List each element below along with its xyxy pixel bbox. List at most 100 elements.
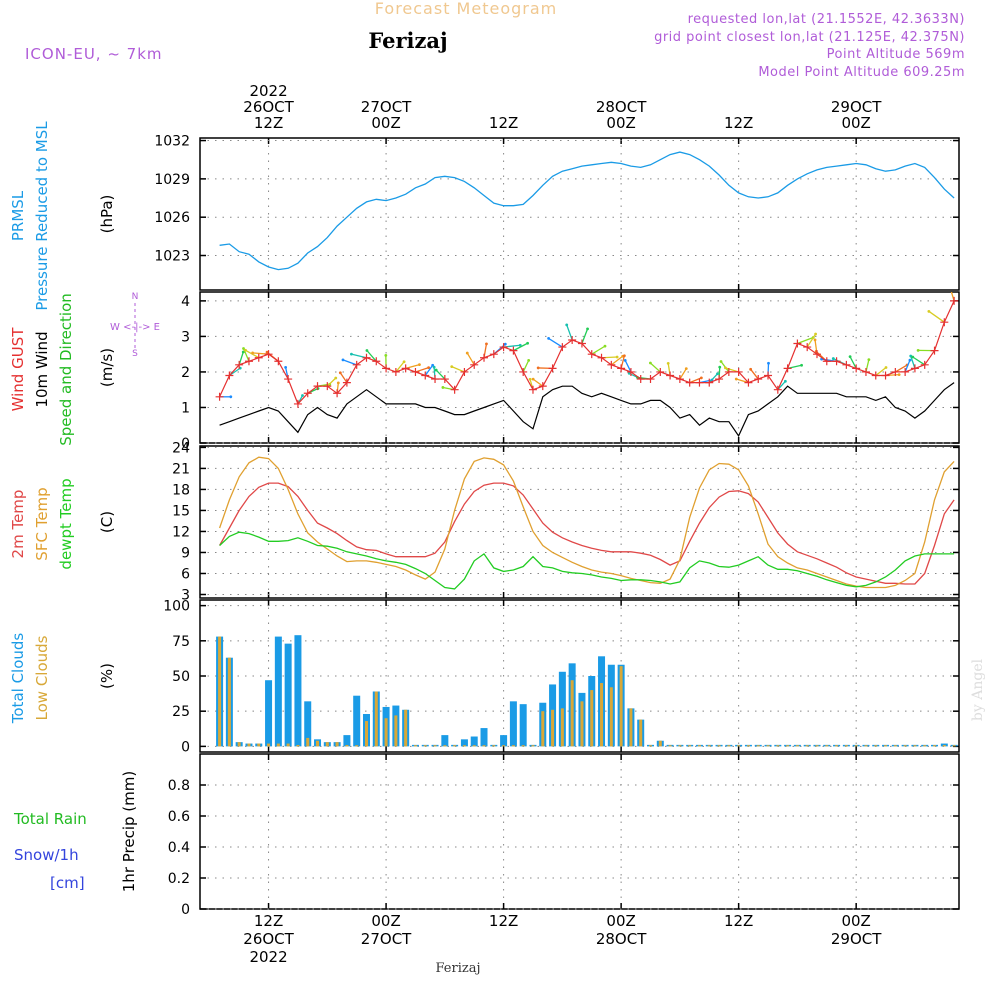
low-cloud-bar	[237, 742, 241, 747]
panel-label: Total Rain	[13, 810, 87, 828]
wind-direction-arrow	[708, 373, 718, 384]
gust-marker	[323, 382, 332, 391]
low-cloud-bar	[394, 715, 398, 747]
low-cloud-bar	[756, 745, 760, 747]
low-cloud-bar	[472, 745, 476, 747]
y-tick-label: 0.8	[168, 778, 190, 794]
low-cloud-bar	[600, 683, 604, 747]
low-cloud-bar	[570, 680, 574, 747]
bottom-time-label: 27OCT	[361, 930, 412, 948]
footer-location: Ferizaj	[435, 961, 480, 976]
y-tick-label: 6	[181, 566, 190, 582]
gust-marker	[577, 339, 586, 348]
wind-direction-arrow	[466, 352, 475, 366]
sfc-temp-line	[218, 456, 955, 589]
wind-direction-arrowhead	[536, 366, 540, 370]
gust-marker	[744, 378, 753, 387]
low-cloud-bar	[678, 745, 682, 747]
low-cloud-bar	[795, 745, 799, 747]
wind-direction-arrowhead	[518, 343, 522, 347]
panel-frame	[199, 291, 960, 444]
gust-marker	[636, 375, 645, 384]
total-cloud-bar	[509, 701, 517, 747]
low-cloud-bar	[658, 740, 662, 747]
total-cloud-bar	[265, 680, 273, 747]
gust-line	[219, 300, 955, 406]
gust-marker	[313, 382, 322, 391]
panel-label: Pressure Reduced to MSL	[33, 121, 51, 311]
panel-2: 3 6 9 12 15 18 21 24 2m Temp SFC Temp dewpt Temp (C…	[9, 440, 960, 603]
low-cloud-bar	[316, 740, 320, 747]
wind-direction-arrowhead	[431, 363, 435, 367]
wind-direction-arrowhead	[586, 327, 589, 331]
panel-label: dewpt Temp	[57, 478, 75, 569]
low-cloud-bar	[443, 745, 447, 747]
y-tick-label: 1032	[154, 134, 190, 150]
wind-direction-arrowhead	[336, 381, 340, 385]
location-title: Ferizaj	[368, 28, 447, 53]
wind-direction-arrowhead	[434, 368, 438, 372]
wind-direction-arrow	[405, 363, 420, 370]
y-tick-label: 12	[172, 524, 190, 540]
low-cloud-bar	[580, 701, 584, 747]
low-cloud-bar	[776, 745, 780, 747]
gust-marker	[440, 375, 449, 384]
gust-marker	[225, 371, 234, 380]
wind-direction-arrowhead	[402, 360, 406, 364]
low-cloud-bar	[766, 745, 770, 747]
low-cloud-bar	[423, 745, 427, 747]
t2m-line	[219, 482, 955, 585]
gust-marker	[264, 350, 273, 359]
wind-direction-arrowhead	[767, 361, 770, 365]
low-cloud-bar	[707, 745, 711, 747]
gust-marker	[666, 371, 675, 380]
top-time-label: 12Z	[489, 114, 518, 132]
low-cloud-bar	[404, 709, 408, 747]
low-cloud-bar	[511, 745, 515, 747]
gust-marker	[274, 357, 283, 366]
low-cloud-bar	[267, 743, 271, 747]
wind-direction-arrowhead	[241, 350, 245, 354]
gust-marker	[470, 360, 479, 369]
gust-marker	[254, 353, 263, 362]
wind-direction-arrowhead	[867, 358, 871, 362]
watermark: by Angel	[970, 658, 986, 721]
low-cloud-bar	[825, 745, 829, 747]
low-cloud-bar	[276, 743, 280, 747]
top-time-label: 2022	[249, 82, 287, 100]
gust-marker	[910, 364, 919, 373]
wind-direction-arrowhead	[265, 350, 269, 354]
low-cloud-bar	[854, 745, 858, 747]
wind-direction-arrow	[238, 351, 244, 366]
plot-area	[219, 151, 955, 271]
gust-marker	[754, 375, 763, 384]
gust-marker	[235, 360, 244, 369]
wind-direction-arrowhead	[716, 372, 719, 376]
wind-direction-arrowhead	[724, 366, 727, 370]
gust-marker	[450, 385, 459, 394]
gust-marker	[509, 346, 518, 355]
wind-direction-arrow	[679, 368, 687, 380]
wind-direction-arrowhead	[699, 376, 703, 380]
gust-marker	[812, 350, 821, 359]
total-cloud-bar	[294, 635, 302, 747]
low-cloud-bar	[590, 690, 594, 747]
y-tick-label: 0.6	[168, 809, 190, 825]
wind-direction-arrow	[610, 355, 624, 366]
gust-marker	[499, 343, 508, 352]
grid-coordinates: grid point closest lon,lat (21.125E, 42.…	[654, 30, 965, 45]
gust-marker	[362, 353, 371, 362]
wind-direction-arrowhead	[911, 355, 915, 359]
low-cloud-bar	[737, 745, 741, 747]
low-cloud-bar	[384, 718, 388, 747]
gust-marker	[715, 375, 724, 384]
requested-coordinates: requested lon,lat (21.1552E, 42.3633N)	[688, 12, 965, 27]
plot-area	[215, 292, 959, 438]
low-cloud-bar	[746, 745, 750, 747]
y-axis-label: (%)	[98, 663, 116, 689]
wind-direction-arrowhead	[813, 338, 817, 342]
top-time-label: 26OCT	[243, 98, 294, 116]
total-cloud-bar	[284, 643, 292, 747]
